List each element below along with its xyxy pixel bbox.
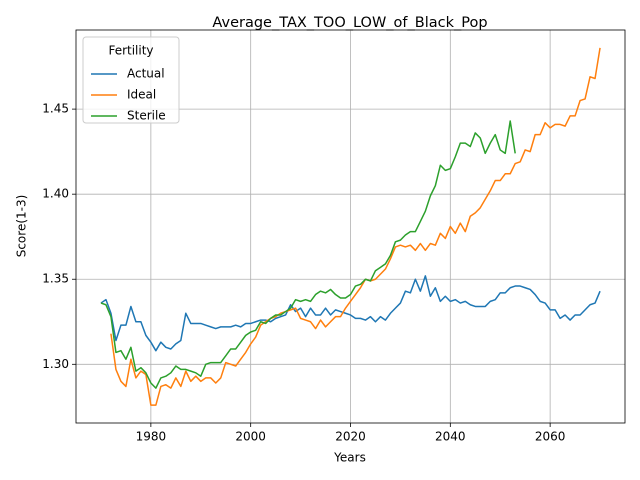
- x-tick-label: 2000: [235, 430, 266, 444]
- x-tick-label: 1980: [136, 430, 167, 444]
- y-tick-label: 1.40: [42, 187, 69, 201]
- legend-box: [82, 36, 180, 124]
- x-axis-label: Years: [333, 451, 366, 465]
- plot-frame: [75, 29, 626, 424]
- legend-label: Ideal: [127, 88, 156, 102]
- y-tick-label: 1.45: [42, 102, 69, 116]
- series-line: [100, 275, 601, 352]
- x-tick-label: 2020: [335, 430, 366, 444]
- y-axis-label: Score(1-3): [15, 195, 29, 258]
- chart-title: Average_TAX_TOO_LOW_of_Black_Pop: [212, 15, 487, 31]
- y-tick-label: 1.30: [42, 357, 69, 371]
- y-tick-label: 1.35: [42, 272, 69, 286]
- series-line: [110, 47, 601, 406]
- legend-label: Sterile: [127, 109, 166, 123]
- x-tick-label: 2040: [435, 430, 466, 444]
- x-tick-label: 2060: [535, 430, 566, 444]
- legend: Fertility Actual Ideal Sterile: [82, 36, 180, 124]
- series-line: [100, 120, 516, 389]
- legend-title: Fertility: [108, 44, 153, 58]
- legend-label: Actual: [127, 67, 165, 81]
